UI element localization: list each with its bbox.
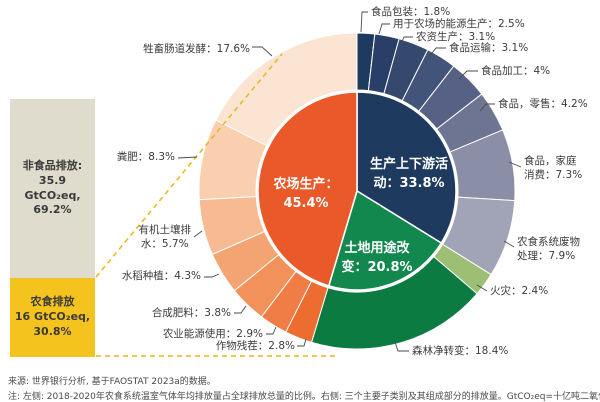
outer-segment-label-1: 用于农场的能源生产：2.5% [393, 18, 525, 30]
leader-line-13 [204, 273, 220, 278]
leader-line-9 [394, 341, 409, 352]
outer-segment-label-5: 食品，零售：4.2% [498, 98, 588, 110]
outer-segment-label-0: 食品包装：1.8% [371, 6, 451, 18]
inner-segment-label-2: 农场生产： 45.4% [273, 177, 339, 211]
inner-segment-label-0: 生产上下游活 动：33.8% [369, 157, 449, 191]
leader-line-3 [427, 47, 446, 59]
outer-segment-label-3: 食品运输：3.1% [449, 42, 529, 54]
bar-segment-agrifood: 农食排放 16 GtCO₂eq, 30.8% [10, 278, 95, 357]
outer-segment-label-14: 有机土壤排 水：5.7% [138, 224, 192, 250]
bar-segment-agrifood-label: 农食排放 16 GtCO₂eq, 30.8% [14, 295, 91, 338]
outer-segment-label-12: 合成肥料：3.8% [151, 307, 231, 319]
outer-segment-label-9: 森林净转变：18.4% [412, 345, 509, 357]
outer-segment-label-16: 牲畜肠道发酵：17.6% [143, 43, 250, 55]
outer-segment-label-4: 食品加工：4% [481, 65, 551, 77]
leader-line-11 [266, 326, 277, 335]
leader-line-10 [297, 338, 307, 347]
leader-line-2 [399, 36, 413, 47]
bar-segment-nonfood: 非食品排放: 35.9 GtCO₂eq, 69.2% [10, 99, 95, 278]
outer-segment-label-6: 食品，家庭 消费：7.3% [524, 155, 583, 181]
dashed-connector-top [95, 53, 283, 278]
bar-segment-nonfood-label: 非食品排放: 35.9 GtCO₂eq, 69.2% [22, 158, 83, 217]
leader-line-14 [193, 230, 203, 238]
outer-segment-label-15: 粪肥：8.3% [116, 151, 175, 163]
outer-segment-label-8: 火灾：2.4% [490, 285, 549, 297]
leader-line-4 [458, 70, 478, 80]
outer-segment-label-2: 农资生产：3.1% [416, 31, 496, 43]
source-note: 来源: 世界银行分析, 基于FAOSTAT 2023a的数据。 [8, 377, 216, 387]
outer-segment-16 [215, 32, 358, 147]
footnote: 注: 左侧: 2018-2020年农食系统温室气体年均排放量占全球排放总量的比例… [8, 392, 600, 402]
emissions-bar: 非食品排放: 35.9 GtCO₂eq, 69.2% 农食排放 16 GtCO₂eq,… [10, 99, 95, 357]
leader-line-6 [508, 161, 522, 168]
inner-segment-1 [328, 190, 442, 291]
inner-segment-0 [356, 91, 457, 244]
inner-segment-2 [257, 91, 358, 287]
inner-segment-label-1: 土地用途改 变：20.8% [341, 241, 413, 275]
outer-segment-label-13: 水稻种植：4.3% [121, 270, 201, 282]
leader-line-1 [378, 23, 390, 35]
leader-line-5 [479, 103, 495, 112]
leader-line-0 [360, 11, 368, 33]
leader-line-7 [503, 240, 515, 248]
outer-segment-label-11: 农业能源使用：2.9% [162, 328, 263, 340]
leader-line-16 [252, 46, 273, 57]
outer-segment-label-7: 农食系统废物 处理：7.9% [517, 236, 580, 262]
leader-line-12 [234, 305, 247, 314]
leader-line-15 [177, 156, 198, 159]
leader-line-8 [476, 284, 488, 292]
outer-segment-label-10: 作物残茬：2.8% [215, 340, 295, 352]
